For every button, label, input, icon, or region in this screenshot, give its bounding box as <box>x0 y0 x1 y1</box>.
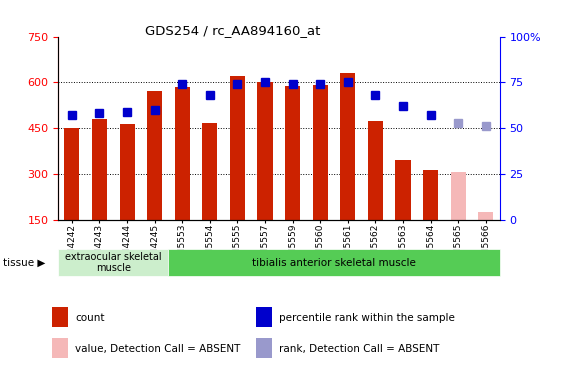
Text: count: count <box>76 313 105 322</box>
Bar <box>451 172 466 220</box>
Text: extraocular skeletal
muscle: extraocular skeletal muscle <box>65 252 162 273</box>
Bar <box>285 86 300 220</box>
Text: GDS254 / rc_AA894160_at: GDS254 / rc_AA894160_at <box>145 24 320 37</box>
Text: value, Detection Call = ABSENT: value, Detection Call = ABSENT <box>76 344 241 354</box>
Bar <box>423 170 438 220</box>
Bar <box>168 249 500 276</box>
Bar <box>256 307 272 327</box>
Bar <box>340 73 356 220</box>
Bar <box>147 91 162 220</box>
Bar <box>52 338 69 358</box>
Bar <box>58 249 168 276</box>
Bar <box>396 160 411 220</box>
Bar <box>368 121 383 220</box>
Bar <box>120 123 135 220</box>
Bar <box>478 212 493 220</box>
Bar <box>64 128 80 220</box>
Bar <box>52 307 69 327</box>
Bar <box>92 119 107 220</box>
Bar <box>256 338 272 358</box>
Text: tibialis anterior skeletal muscle: tibialis anterior skeletal muscle <box>252 258 416 268</box>
Text: percentile rank within the sample: percentile rank within the sample <box>279 313 455 322</box>
Bar <box>313 85 328 220</box>
Text: rank, Detection Call = ABSENT: rank, Detection Call = ABSENT <box>279 344 440 354</box>
Bar <box>230 76 245 220</box>
Text: tissue ▶: tissue ▶ <box>3 257 45 268</box>
Bar <box>175 87 190 220</box>
Bar <box>257 82 272 220</box>
Bar <box>202 123 217 220</box>
